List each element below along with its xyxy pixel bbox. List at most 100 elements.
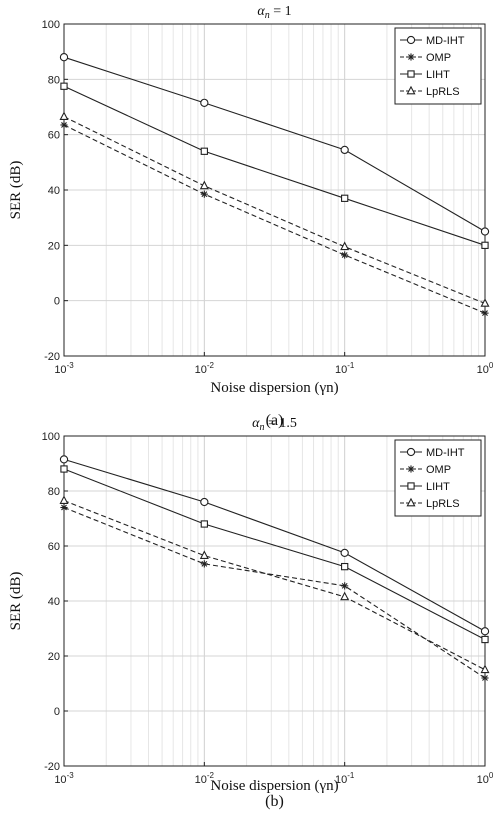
chart-title: αn = 1 [257, 4, 291, 21]
data-point [480, 627, 490, 636]
legend: MD-IHT OMP LIHT LpRLS [394, 439, 482, 517]
data-point [200, 98, 209, 107]
series-line [63, 458, 486, 632]
legend-label: MD-IHT [426, 35, 465, 47]
data-point [340, 548, 349, 558]
legend-marker [407, 482, 415, 490]
series-liht [60, 82, 489, 249]
data-point [481, 309, 489, 317]
star-stroke [482, 675, 488, 681]
series-omp [60, 121, 489, 317]
star-stroke [482, 310, 488, 317]
y-tick-label: 80 [48, 74, 60, 86]
data-point [60, 82, 68, 90]
data-point [341, 562, 349, 571]
chart-panel-1: -20 0 20 40 60 80 100 10-3 10-2 10-1 100 αn = 1 Nois… [8, 4, 494, 429]
series-line [63, 506, 486, 679]
data-point [340, 591, 350, 601]
legend-marker [407, 465, 415, 473]
legend-entry: MD-IHT [400, 447, 465, 459]
data-point [199, 180, 209, 190]
x-tick-label: 10-1 [335, 771, 355, 786]
data-point [481, 635, 489, 644]
y-tick-label: 100 [42, 431, 60, 443]
data-point [341, 194, 349, 202]
series-line [63, 500, 486, 671]
x-tick-label: 100 [477, 361, 494, 376]
series-line [63, 85, 486, 246]
series-line [63, 116, 486, 304]
legend-entry: LpRLS [400, 85, 460, 98]
legend-label: LIHT [426, 69, 450, 81]
y-tick-label: 20 [48, 240, 60, 252]
legend-entry: LpRLS [400, 497, 460, 510]
data-point [59, 111, 69, 121]
series-md-iht [59, 455, 490, 636]
legend-label: LpRLS [426, 86, 460, 98]
y-tick-label: 60 [48, 130, 60, 142]
y-tick-label: 80 [48, 486, 60, 498]
data-point [480, 298, 490, 307]
x-axis-label: Noise dispersion (γn) [210, 380, 338, 396]
x-axis-label: Noise dispersion (γn) [210, 778, 338, 794]
data-point [480, 227, 490, 236]
legend-label: LIHT [426, 481, 450, 493]
y-tick-label: -20 [44, 761, 60, 773]
data-point [341, 582, 349, 590]
legend-marker [407, 70, 415, 78]
chart-panel-2: -20 0 20 40 60 80 100 10-3 10-2 10-1 100 αn = 1.5 No… [8, 416, 494, 810]
star-stroke [408, 54, 414, 60]
y-tick-label: 0 [54, 706, 60, 718]
data-point [59, 53, 69, 62]
legend-marker [406, 497, 416, 507]
star-stroke [341, 252, 348, 258]
data-point [60, 503, 68, 512]
y-tick-label: 60 [48, 541, 60, 553]
legend-entry: LIHT [400, 69, 450, 81]
data-point [60, 465, 68, 473]
y-tick-label: -20 [44, 351, 60, 363]
legend-label: OMP [426, 464, 451, 476]
data-point [341, 251, 349, 259]
x-tick-label: 10-3 [54, 361, 74, 376]
series-lprls [59, 495, 490, 674]
legend-label: MD-IHT [426, 447, 465, 459]
x-tick-label: 10-1 [335, 361, 355, 376]
data-point [199, 550, 209, 559]
y-axis-label: SER (dB) [8, 572, 24, 631]
legend-entry: OMP [400, 52, 451, 64]
series-lprls [59, 111, 490, 307]
star-stroke [341, 582, 348, 589]
star-stroke [61, 122, 67, 128]
series-md-iht [59, 53, 490, 236]
subfigure-caption: (a) [266, 412, 284, 429]
y-tick-label: 20 [48, 651, 60, 663]
series-liht [60, 465, 489, 644]
series-omp [60, 503, 489, 682]
data-point [200, 520, 208, 528]
data-point [200, 190, 208, 198]
data-point [340, 241, 350, 251]
legend-marker [406, 85, 416, 95]
legend-entry: OMP [400, 464, 451, 476]
data-point [481, 241, 489, 249]
data-point [59, 455, 69, 464]
data-point [59, 495, 69, 504]
y-axis-label: SER (dB) [8, 161, 24, 220]
star-stroke [201, 191, 208, 198]
star-stroke [201, 560, 208, 567]
data-point [200, 560, 208, 568]
legend-entry: LIHT [400, 481, 450, 493]
series-line [63, 56, 486, 232]
data-point [60, 121, 68, 129]
series-line [63, 124, 486, 314]
data-point [200, 497, 209, 507]
y-tick-label: 40 [48, 185, 60, 197]
legend: MD-IHT OMP LIHT LpRLS [394, 27, 482, 105]
y-tick-label: 100 [42, 19, 60, 31]
y-tick-label: 40 [48, 596, 60, 608]
x-tick-label: 10-3 [54, 771, 74, 786]
legend-label: LpRLS [426, 498, 460, 510]
star-stroke [61, 504, 67, 511]
